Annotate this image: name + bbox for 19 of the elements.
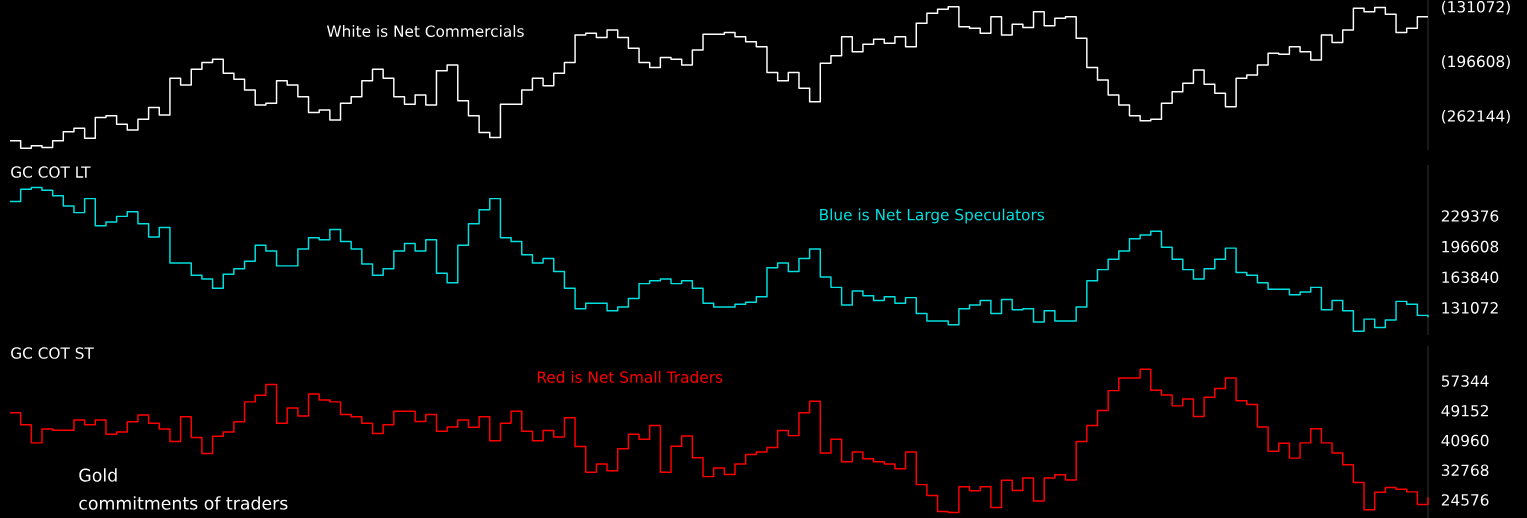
y-tick-label: 32768 xyxy=(1441,464,1489,477)
y-tick-label: 196608 xyxy=(1442,240,1499,253)
chart-title: GC COT ST xyxy=(11,347,94,359)
y-tick-label: 163840 xyxy=(1442,271,1499,284)
y-tick-label: 57344 xyxy=(1441,375,1489,387)
chart-title: GC COT LT xyxy=(11,166,91,178)
annotation: commitments of traders xyxy=(79,496,288,510)
y-tick-label: 229376 xyxy=(1441,210,1499,222)
y-tick-label: 24576 xyxy=(1441,494,1489,506)
y-tick-label: (196608) xyxy=(1442,55,1510,69)
y-tick-label: 40960 xyxy=(1441,434,1489,447)
y-tick-label: 49152 xyxy=(1441,404,1488,417)
y-tick-label: 131072 xyxy=(1442,302,1498,314)
annotation: Gold xyxy=(79,468,117,482)
y-tick-label: (262144) xyxy=(1442,109,1510,124)
text: Red is Net Small Traders xyxy=(537,371,723,383)
text: White is Net Commercials xyxy=(326,25,524,37)
y-tick-label: (131072) xyxy=(1442,0,1510,15)
series-label: Blue is Net Large Speculators xyxy=(820,208,1045,224)
